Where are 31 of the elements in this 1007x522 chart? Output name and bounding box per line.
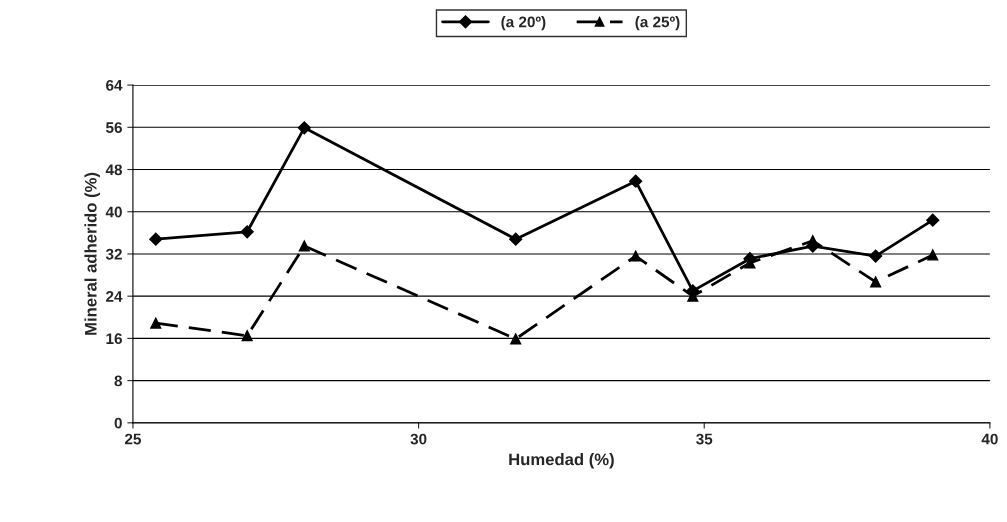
point xyxy=(870,276,882,288)
x-tick-label: 30 xyxy=(410,433,427,445)
point xyxy=(629,174,643,188)
x-axis-title: Humedad (%) xyxy=(509,453,614,469)
x-tick-label: 35 xyxy=(696,433,713,445)
y-tick-label: 64 xyxy=(106,79,123,91)
y-tick-label: 40 xyxy=(105,206,122,218)
point xyxy=(509,232,523,246)
point xyxy=(869,249,883,263)
y-tick-label: 48 xyxy=(105,164,123,176)
point xyxy=(926,213,940,227)
y-tick-label: 0 xyxy=(114,417,122,429)
legend-label: (a 20º) xyxy=(501,16,546,31)
x-tick-label: 25 xyxy=(124,433,141,445)
point xyxy=(240,225,254,239)
y-axis-title: Mineral adherido (%) xyxy=(84,172,100,335)
y-tick-label: 8 xyxy=(114,375,123,387)
y-tick-label: 56 xyxy=(105,122,122,133)
point xyxy=(149,232,163,246)
point xyxy=(927,249,939,261)
x-tick-label: 40 xyxy=(981,433,998,445)
y-tick-label: 24 xyxy=(106,291,123,302)
point xyxy=(150,317,162,329)
point xyxy=(297,121,311,135)
point xyxy=(298,240,310,252)
legend-label: (a 25º) xyxy=(635,16,680,31)
point xyxy=(510,333,522,345)
point xyxy=(630,250,642,262)
point xyxy=(241,330,253,342)
y-tick-label: 16 xyxy=(106,333,122,345)
y-tick-label: 32 xyxy=(105,248,122,260)
